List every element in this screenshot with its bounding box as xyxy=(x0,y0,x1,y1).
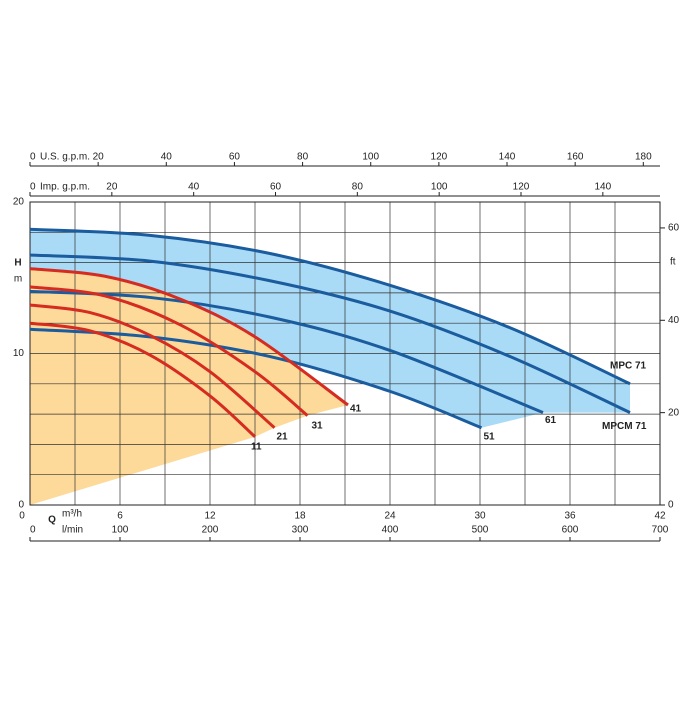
curve xyxy=(29,253,631,414)
x-unit: m³/h xyxy=(62,509,82,520)
axis-tick-label: 500 xyxy=(472,525,489,536)
y-label: H xyxy=(14,258,21,269)
axis-tick-label: 200 xyxy=(202,525,219,536)
x-tick-label: 36 xyxy=(564,511,576,522)
axis-label: l/min xyxy=(62,525,83,536)
curve-label: 31 xyxy=(312,420,324,431)
axis-tick-label: 100 xyxy=(362,152,379,163)
y-tick-label: 0 xyxy=(18,500,24,511)
curve-label: 51 xyxy=(484,431,496,442)
x-tick-label: 6 xyxy=(117,511,123,522)
curve xyxy=(29,227,631,386)
x-tick-label: 18 xyxy=(294,511,306,522)
x-tick-label: 0 xyxy=(19,511,25,522)
x-label: Q xyxy=(48,515,56,526)
axis-tick-label: 400 xyxy=(382,525,399,536)
plot-frame xyxy=(29,201,661,506)
axis-label: Imp. g.p.m. xyxy=(40,182,90,193)
curve-label: 11 xyxy=(251,441,262,452)
curve xyxy=(29,327,483,430)
curve-label: MPCM 71 xyxy=(602,421,647,432)
axis-tick-label: 60 xyxy=(229,152,241,163)
y2-tick-label: 60 xyxy=(668,223,680,234)
curve xyxy=(29,321,257,438)
axis-tick-label: 40 xyxy=(188,182,200,193)
axis-tick-label: 40 xyxy=(161,152,173,163)
curve xyxy=(29,303,276,429)
axis-tick-label: 120 xyxy=(513,182,530,193)
y2-tick-label: 40 xyxy=(668,315,680,326)
curve xyxy=(29,285,309,417)
x-tick-label: 42 xyxy=(654,511,666,522)
axis-tick-label: 300 xyxy=(292,525,309,536)
curve-label: MPC 71 xyxy=(610,360,647,371)
axis-tick-label: 120 xyxy=(431,152,448,163)
axis-tick-label: 700 xyxy=(652,525,669,536)
curve xyxy=(29,267,349,407)
x-tick-label: 12 xyxy=(204,511,216,522)
axis-tick-label: 80 xyxy=(297,152,309,163)
axis-tick-label: 600 xyxy=(562,525,579,536)
y-tick-label: 20 xyxy=(13,197,25,208)
axis-tick-label: 140 xyxy=(499,152,516,163)
axis-label: U.S. g.p.m. xyxy=(40,152,90,163)
x-tick-label: 24 xyxy=(384,511,396,522)
curve-label: 21 xyxy=(277,431,289,442)
axis-tick-label: 60 xyxy=(270,182,282,193)
y-unit: m xyxy=(14,274,22,285)
axis-tick-label: 100 xyxy=(431,182,448,193)
axis-tick-label: 160 xyxy=(567,152,584,163)
x-tick-label: 30 xyxy=(474,511,486,522)
axis-tick-label: 0 xyxy=(30,182,36,193)
axis-tick-label: 20 xyxy=(93,152,105,163)
curve-label: 61 xyxy=(545,415,557,426)
axis-tick-label: 20 xyxy=(106,182,118,193)
y2-tick-label: 20 xyxy=(668,407,680,418)
y2-tick-label: 0 xyxy=(668,500,674,511)
orange-region xyxy=(30,268,348,505)
y-tick-label: 10 xyxy=(13,348,25,359)
axis-tick-label: 0 xyxy=(30,525,36,536)
curve-label: 41 xyxy=(350,404,362,415)
curve xyxy=(29,289,544,414)
y2-label: ft xyxy=(670,257,676,268)
axis-tick-label: 0 xyxy=(30,152,36,163)
axis-tick-label: 100 xyxy=(112,525,129,536)
axis-tick-label: 180 xyxy=(635,152,652,163)
axis-tick-label: 140 xyxy=(594,182,611,193)
axis-tick-label: 80 xyxy=(352,182,364,193)
